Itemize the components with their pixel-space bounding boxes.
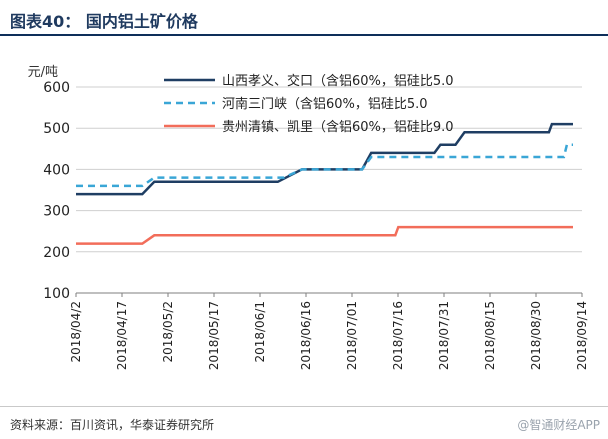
x-tick-label-1: 2018/04/17 [115, 301, 129, 370]
source-note: 资料来源：百川资讯，华泰证券研究所 [10, 418, 215, 432]
series-line-2 [76, 225, 573, 245]
x-axis: 2018/04/2 2018/04/17 2018/05/2 2018/05/17 20… [69, 292, 589, 370]
grid-layer [76, 86, 582, 294]
x-tick-label-3: 2018/05/17 [207, 301, 221, 370]
x-tick-label-9: 2018/08/15 [483, 301, 497, 370]
chart-title: 图表40： 国内铝土矿价格 [10, 12, 198, 31]
y-axis-unit: 元/吨 [28, 65, 58, 80]
x-tick-label-4: 2018/06/1 [253, 301, 267, 363]
legend-label-2: 贵州清镇、凯里（含铝60%，铝硅比9.0 [222, 119, 454, 135]
footer-rule [0, 406, 608, 407]
x-tick-label-2: 2018/05/2 [161, 301, 175, 363]
y-axis: 元/吨 100 200 300 400 500 600 [28, 65, 70, 302]
y-tick-label-300: 300 [43, 204, 70, 220]
header-rule [0, 34, 608, 36]
watermark-text: @智通财经APP [517, 418, 600, 432]
x-tick-label-8: 2018/07/31 [437, 301, 451, 370]
y-tick-label-500: 500 [43, 121, 70, 137]
y-tick-label-100: 100 [43, 286, 70, 302]
y-tick-label-600: 600 [43, 80, 70, 96]
legend-label-1: 河南三门峡（含铝60%，铝硅比5.0 [222, 96, 428, 112]
series-layer [76, 122, 573, 245]
x-tick-label-11: 2018/09/14 [575, 301, 589, 370]
x-tick-label-10: 2018/08/30 [529, 301, 543, 370]
x-tick-label-7: 2018/07/16 [391, 301, 405, 370]
series-line-0 [76, 122, 573, 196]
x-tick-label-5: 2018/06/16 [299, 301, 313, 370]
legend: 山西孝义、交口（含铝60%，铝硅比5.0 河南三门峡（含铝60%，铝硅比5.0 贵州… [164, 73, 454, 135]
legend-label-0: 山西孝义、交口（含铝60%，铝硅比5.0 [222, 73, 454, 89]
y-tick-label-200: 200 [43, 245, 70, 261]
x-tick-label-6: 2018/07/01 [345, 301, 359, 370]
report-header: 图表40： 国内铝土矿价格 [0, 0, 608, 36]
y-tick-label-400: 400 [43, 162, 70, 178]
series-line-1 [76, 143, 573, 188]
x-tick-label-0: 2018/04/2 [69, 301, 83, 363]
